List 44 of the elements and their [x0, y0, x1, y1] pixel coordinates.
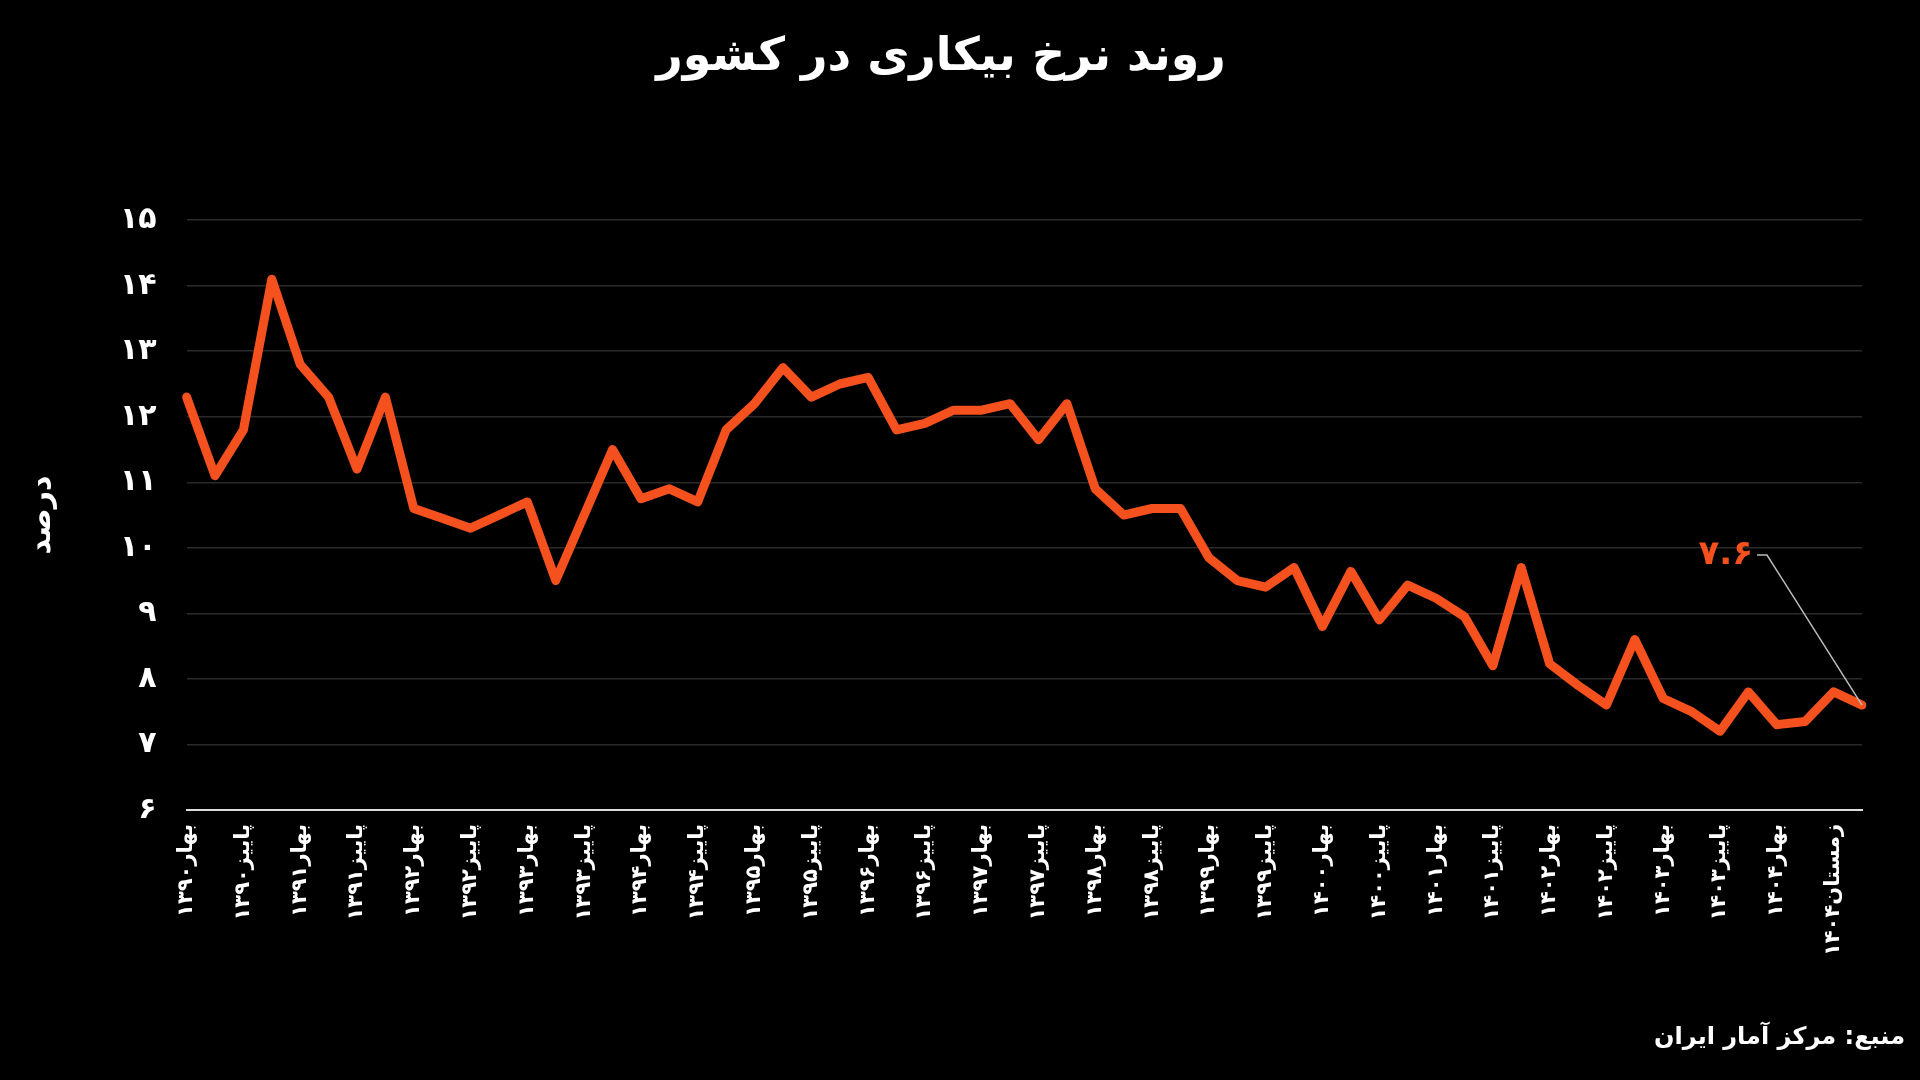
x-tick-label: بهار۱۳۹۹ — [1195, 823, 1220, 917]
x-tick-label: پاییز۱۳۹۲ — [457, 823, 482, 921]
y-tick-label: ۸ — [138, 658, 157, 694]
x-tick-label: زمستان۱۴۰۴ — [1820, 823, 1845, 957]
x-tick-label: بهار۱۴۰۴ — [1763, 823, 1788, 917]
y-tick-label: ۹ — [138, 593, 157, 629]
x-tick-label: بهار۱۳۹۰ — [173, 823, 198, 917]
text: منبع: مرکز آمار ایران — [1654, 1021, 1905, 1051]
x-tick-label: پاییز۱۳۹۶ — [911, 823, 936, 921]
x-tick-label: پاییز۱۴۰۱ — [1479, 823, 1504, 921]
x-tick-label: پاییز۱۴۰۰ — [1365, 823, 1390, 921]
data-label: ۷.۶ — [1698, 531, 1753, 572]
x-tick-label: پاییز۱۴۰۲ — [1592, 823, 1617, 921]
y-tick-label: ۱۵ — [120, 200, 157, 235]
y-axis-title: درصد — [21, 475, 57, 555]
x-tick-label: بهار۱۳۹۳ — [513, 823, 538, 917]
x-tick-label: بهار۱۴۰۲ — [1536, 823, 1561, 917]
x-tick-label: پاییز۱۴۰۳ — [1706, 823, 1731, 921]
x-tick-label: پاییز۱۳۹۷ — [1024, 823, 1049, 921]
x-tick-label: بهار۱۳۹۱ — [286, 823, 311, 917]
x-tick-label: بهار۱۳۹۵ — [741, 823, 765, 917]
x-tick-label: بهار۱۴۰۰ — [1308, 823, 1333, 917]
x-tick-label: پاییز۱۳۹۳ — [570, 823, 595, 921]
x-tick-label: بهار۱۴۰۱ — [1422, 823, 1447, 917]
y-tick-label: ۱۲ — [120, 396, 157, 432]
x-tick-label: پاییز۱۳۹۵ — [797, 823, 822, 921]
x-tick-label: بهار۱۴۰۳ — [1649, 823, 1674, 917]
x-tick-label: پاییز۱۳۹۰ — [229, 823, 254, 921]
x-tick-label: بهار۱۳۹۲ — [400, 823, 425, 917]
y-tick-label: ۱۰ — [120, 527, 157, 563]
y-tick-label: ۱۴ — [120, 265, 157, 301]
x-tick-label: بهار۱۳۹۴ — [627, 823, 652, 917]
chart-title: روند نرخ بیکاری در کشور — [654, 26, 1226, 81]
x-tick-label: پاییز۱۳۹۱ — [343, 823, 368, 921]
x-tick-label: پاییز۱۳۹۴ — [684, 823, 709, 921]
x-tick-label: بهار۱۳۹۸ — [1081, 823, 1106, 917]
x-tick-label: پاییز۱۳۹۸ — [1138, 823, 1163, 921]
y-tick-label: ۱۱ — [120, 462, 157, 498]
x-tick-label: پاییز۱۳۹۹ — [1252, 823, 1277, 921]
y-tick-label: ۶ — [138, 789, 157, 825]
y-tick-label: ۱۳ — [120, 331, 157, 367]
x-tick-label: بهار۱۳۹۶ — [854, 823, 879, 917]
x-tick-label: بهار۱۳۹۷ — [968, 823, 993, 917]
y-tick-label: ۷ — [138, 724, 157, 760]
